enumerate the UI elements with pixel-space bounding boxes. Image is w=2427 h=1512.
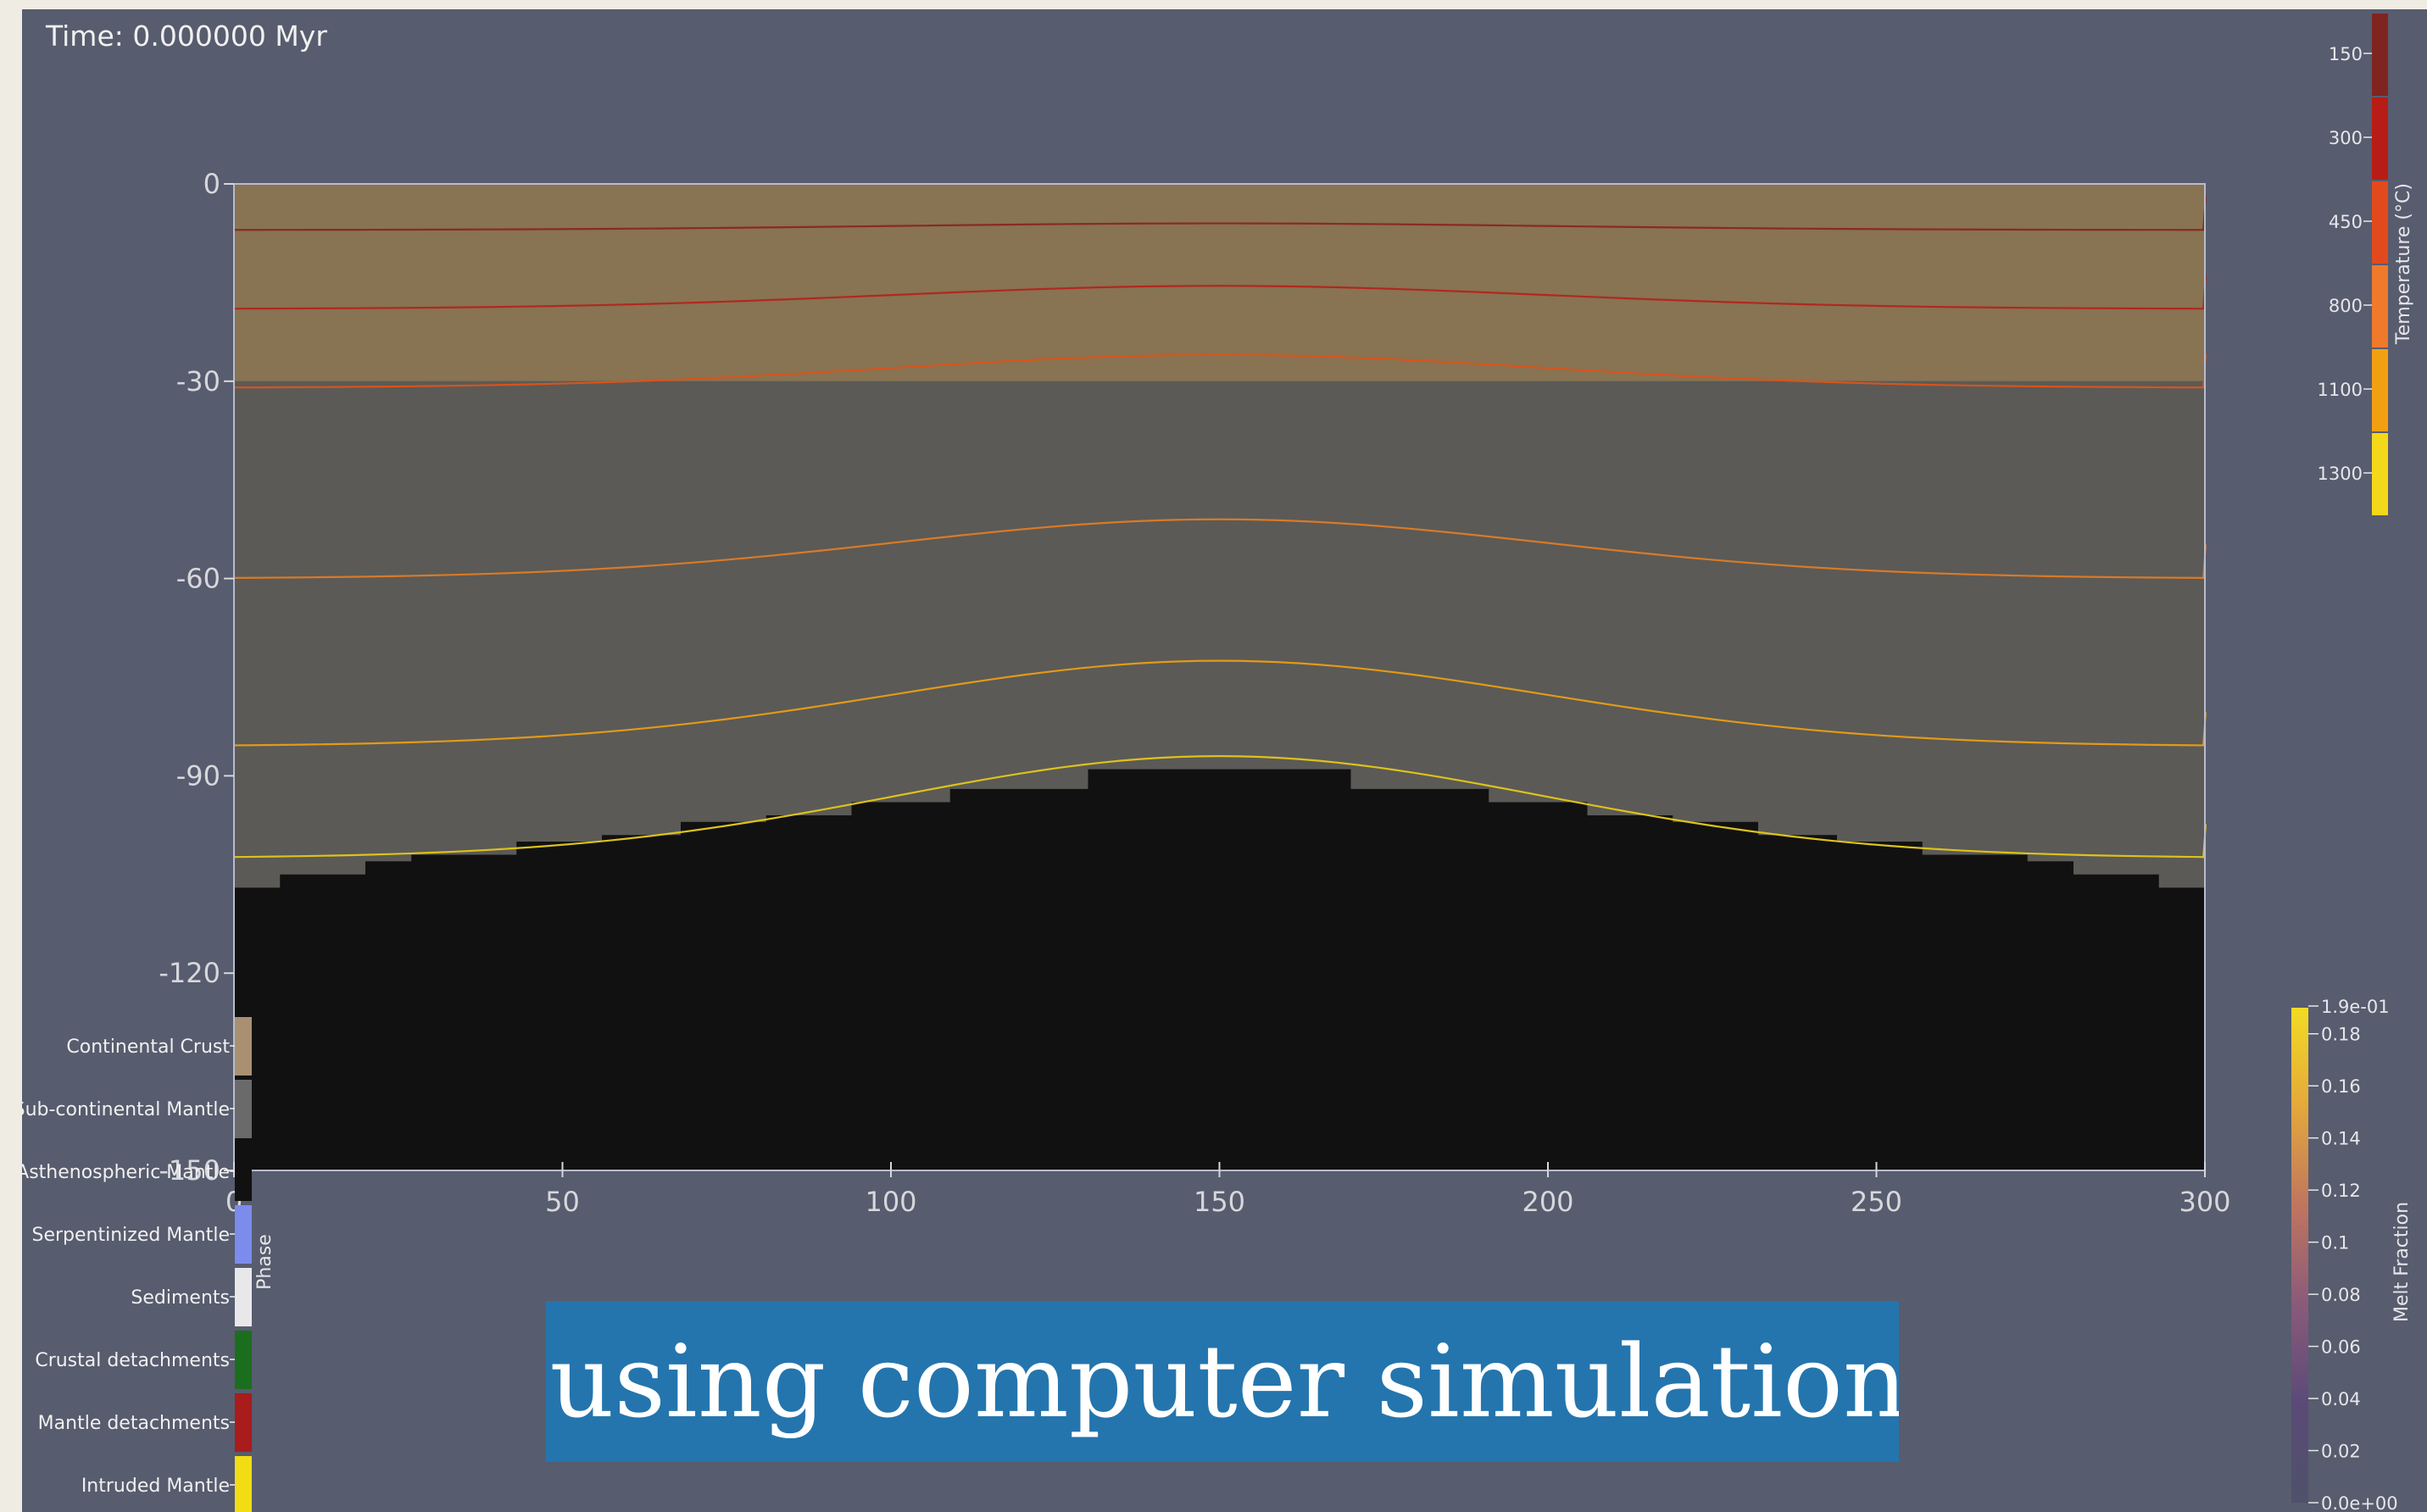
phase-swatch bbox=[235, 1017, 252, 1076]
isotherm-line-5 bbox=[233, 659, 2206, 747]
temperature-tick-label: 150 bbox=[2329, 44, 2363, 64]
temperature-tick-label: 300 bbox=[2329, 128, 2363, 148]
melt-fraction-legend-title: Melt Fraction bbox=[2391, 1202, 2413, 1322]
asthenosphere-region bbox=[234, 769, 2205, 1170]
phase-label: Continental Crust bbox=[66, 1037, 230, 1058]
y-tick-label: -90 bbox=[176, 759, 220, 792]
phase-swatch bbox=[235, 1080, 252, 1138]
melt-tick-label: 0.18 bbox=[2321, 1025, 2361, 1045]
melt-tick-label: 0.16 bbox=[2321, 1076, 2361, 1097]
temperature-swatch bbox=[2372, 181, 2388, 264]
render-viewport[interactable]: 0 -30 -60 -90 -120 -150 0 50 100 150 200 250 300 150… bbox=[22, 9, 2427, 1512]
temperature-swatch bbox=[2372, 97, 2388, 180]
isotherm-line-2 bbox=[233, 285, 2206, 310]
temperature-tick-label: 800 bbox=[2329, 296, 2363, 316]
phase-label: Sub-continental Mantle bbox=[22, 1099, 230, 1120]
x-tick-label: 150 bbox=[1194, 1186, 1245, 1218]
temperature-tick-label: 1100 bbox=[2318, 380, 2363, 400]
melt-bottom-label: 0.0e+00 bbox=[2321, 1493, 2398, 1512]
melt-tick-label: 0.08 bbox=[2321, 1285, 2361, 1305]
temperature-swatch bbox=[2372, 14, 2388, 96]
melt-tick-label: 0.14 bbox=[2321, 1129, 2361, 1149]
melt-tick-label: 0.04 bbox=[2321, 1389, 2361, 1409]
isotherm-line-6 bbox=[233, 755, 2206, 859]
temperature-swatch bbox=[2372, 265, 2388, 347]
phase-label: Intruded Mantle bbox=[81, 1476, 230, 1497]
asthenosphere-layer bbox=[234, 769, 2205, 1170]
temperature-swatch bbox=[2372, 433, 2388, 515]
phase-swatch bbox=[235, 1142, 252, 1201]
phase-swatch bbox=[235, 1393, 252, 1452]
phase-legend-title: Phase bbox=[254, 1234, 276, 1290]
melt-tick-label: 0.06 bbox=[2321, 1337, 2361, 1358]
temperature-tick-label: 450 bbox=[2329, 212, 2363, 232]
phase-label: Crustal detachments bbox=[35, 1350, 230, 1371]
melt-tick-label: 0.02 bbox=[2321, 1442, 2361, 1462]
x-tick-label: 200 bbox=[1522, 1186, 1573, 1218]
y-tick-label: 0 bbox=[203, 168, 220, 200]
temperature-swatch bbox=[2372, 349, 2388, 431]
temperature-legend: 150 300 450 800 1100 1300 Temperature (°C) bbox=[2318, 14, 2414, 515]
phase-swatch bbox=[235, 1205, 252, 1264]
phase-swatch bbox=[235, 1268, 252, 1326]
x-tick-label: 100 bbox=[865, 1186, 916, 1218]
phase-swatch bbox=[235, 1456, 252, 1512]
phase-label: Asthenospheric Mantle bbox=[22, 1162, 230, 1183]
x-tick-label: 50 bbox=[545, 1186, 580, 1218]
temperature-legend-title: Temperature (°C) bbox=[2393, 183, 2414, 345]
isotherm-line-1 bbox=[233, 222, 2206, 231]
phase-label: Sediments bbox=[131, 1287, 230, 1309]
caption-text: ...using computer simulations. bbox=[546, 1323, 1899, 1440]
layer-continental-crust bbox=[234, 184, 2205, 381]
y-tick-label: -120 bbox=[159, 957, 220, 989]
time-label: Time: 0.000000 Myr bbox=[46, 19, 327, 53]
temperature-tick-label: 1300 bbox=[2318, 464, 2363, 484]
melt-tick-label: 0.1 bbox=[2321, 1233, 2349, 1254]
isotherm-line-3 bbox=[233, 353, 2206, 389]
caption-banner: ...using computer simulations. bbox=[546, 1301, 1899, 1462]
x-tick-label: 300 bbox=[2179, 1186, 2230, 1218]
isotherm-layer bbox=[233, 196, 2207, 859]
y-tick-label: -60 bbox=[176, 563, 220, 595]
phase-label: Serpentinized Mantle bbox=[31, 1225, 230, 1246]
phase-label: Mantle detachments bbox=[38, 1413, 230, 1434]
melt-fraction-bar bbox=[2291, 1008, 2308, 1503]
isotherm-line-4 bbox=[233, 518, 2206, 579]
melt-tick-label: 0.12 bbox=[2321, 1181, 2361, 1201]
y-tick-label: -150 bbox=[159, 1154, 220, 1187]
x-tick-label: 250 bbox=[1851, 1186, 1902, 1218]
phase-swatch bbox=[235, 1331, 252, 1389]
melt-fraction-legend: 1.9e-01 0.18 0.16 0.14 0.12 0.1 0.08 0.06 0.04 0.… bbox=[2291, 997, 2413, 1512]
phase-legend: Continental Crust Sub-continental Mantle A… bbox=[22, 1017, 276, 1512]
melt-top-label: 1.9e-01 bbox=[2321, 997, 2390, 1017]
y-tick-label: -30 bbox=[176, 365, 220, 397]
